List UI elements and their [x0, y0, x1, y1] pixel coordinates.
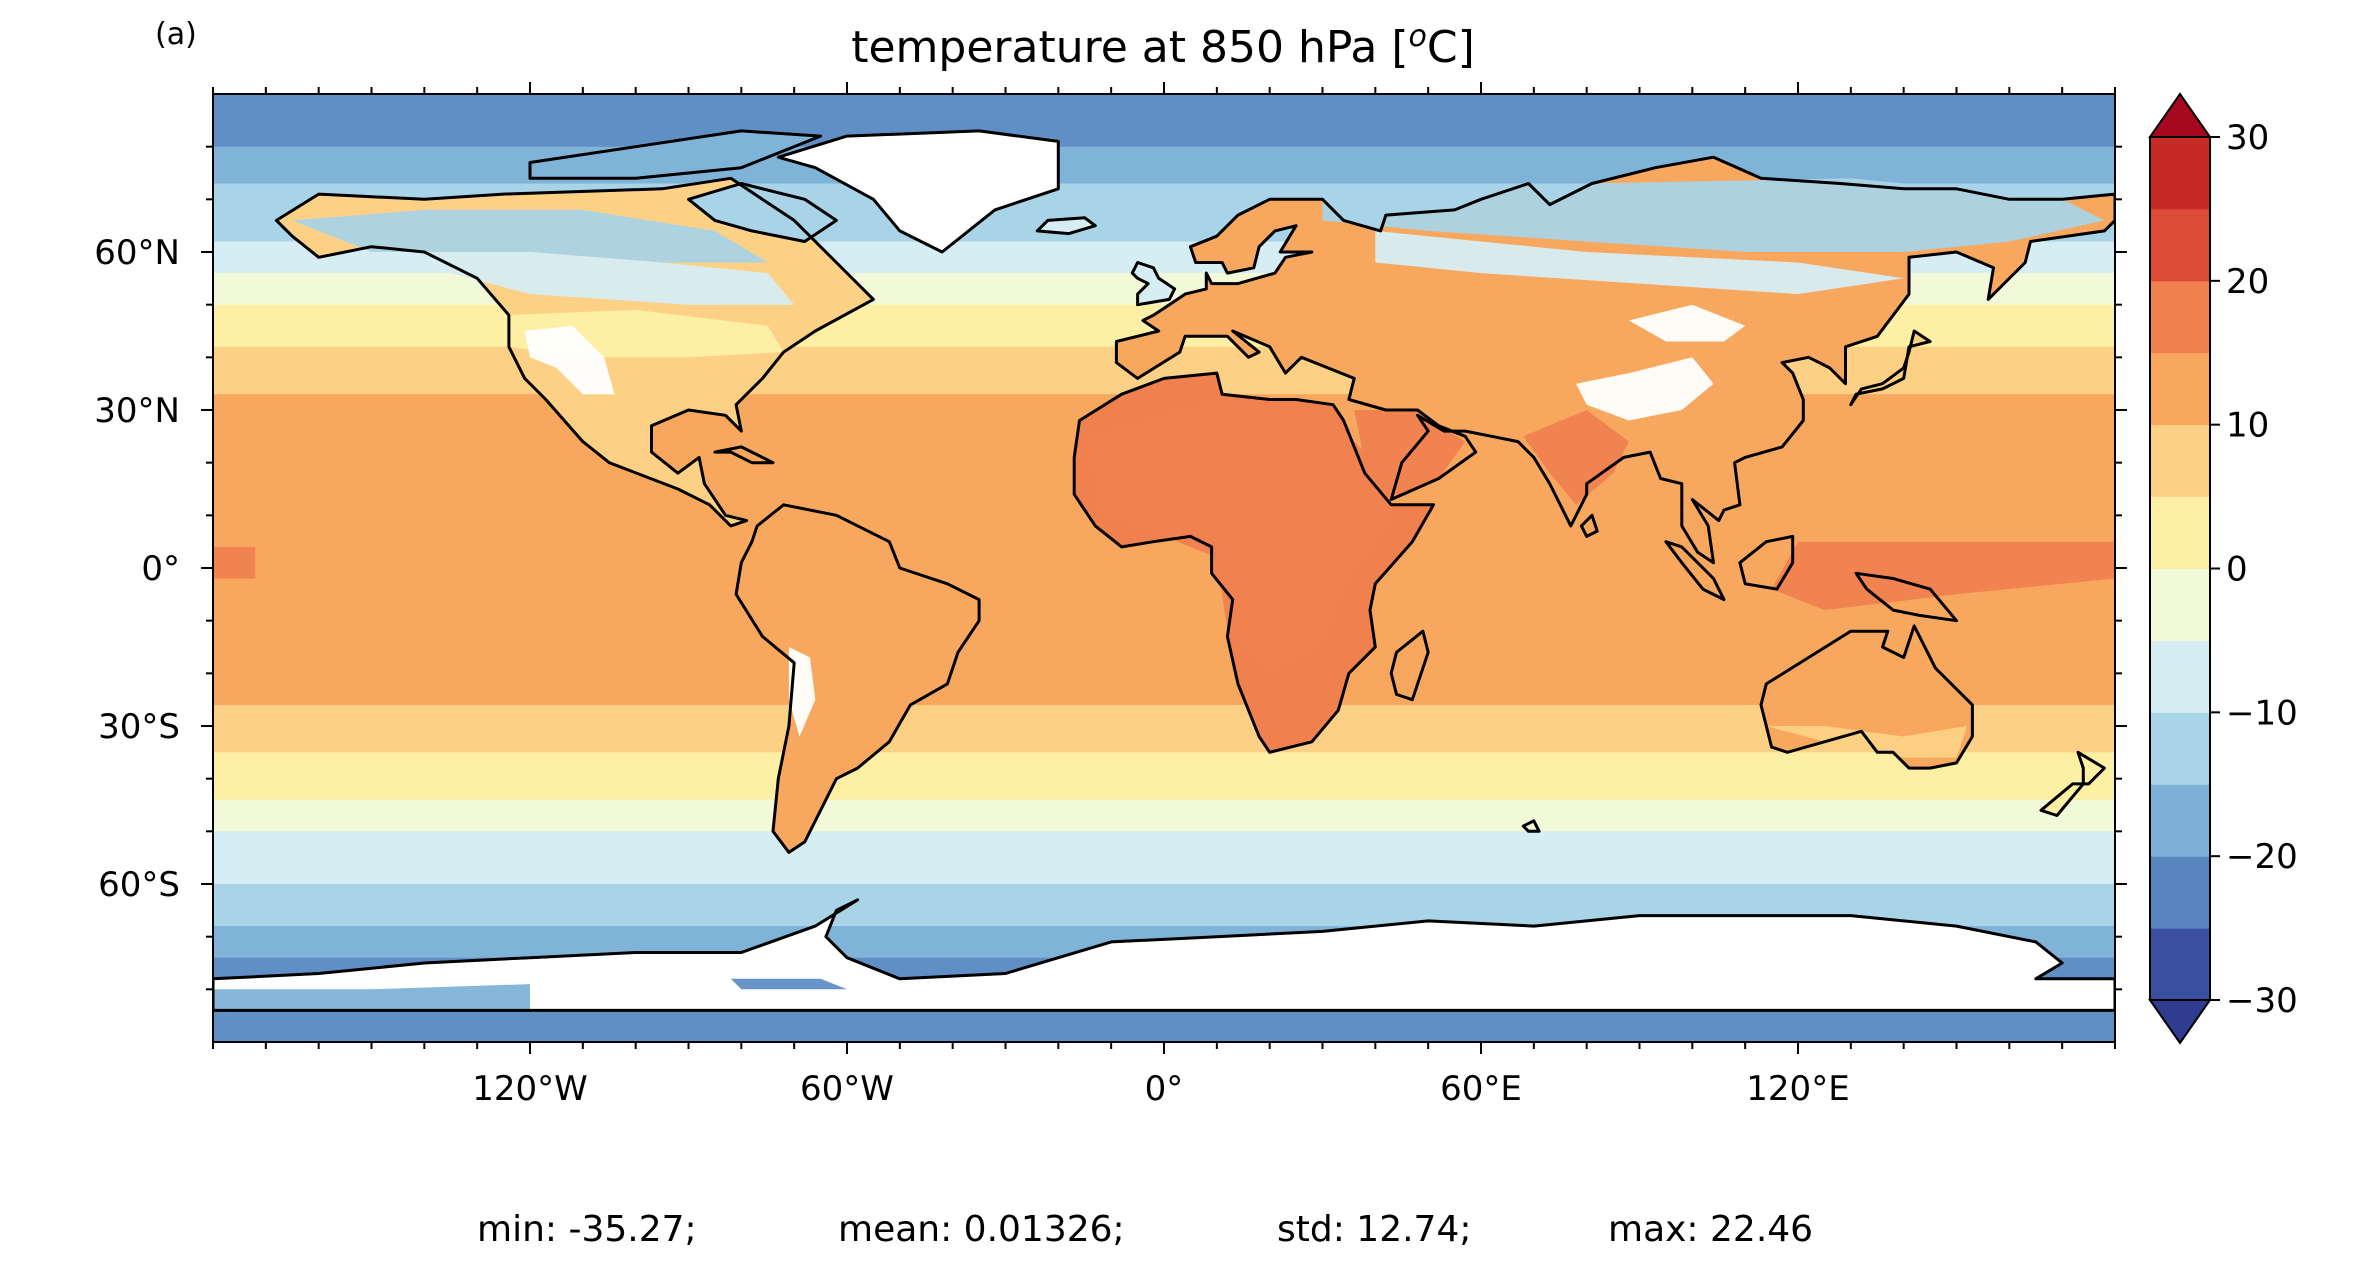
stat-mean: mean: 0.01326;	[838, 1209, 1125, 1250]
temperature-band	[213, 831, 2115, 885]
coastline-madagascar	[1389, 629, 1430, 702]
coastline-north-america	[274, 176, 875, 528]
chart-title-end: C]	[1427, 22, 1475, 73]
x-tick-label: 120°E	[1746, 1069, 1849, 1109]
coastline-britain	[1130, 261, 1177, 307]
colorbar-segment	[2150, 496, 2210, 569]
colorbar-tick-label: −30	[2226, 981, 2298, 1021]
temperature-patch-india-hot	[1523, 410, 1629, 505]
land-fill-madagascar	[1391, 631, 1429, 700]
coastlines	[213, 129, 2115, 1012]
coastline-new-zealand	[2039, 750, 2106, 817]
y-tick-label: 30°N	[94, 391, 180, 431]
x-tick-label: 0°	[1145, 1069, 1184, 1109]
y-axis: 60°N 30°N 0° 30°S 60°S	[94, 145, 2127, 991]
coastline-greenland	[776, 129, 1060, 254]
land-fill-south-america	[736, 504, 980, 853]
chart-title: temperature at 850 hPa [oC]	[851, 19, 1475, 73]
temperature-patch-australia-warm	[1766, 726, 1968, 758]
coastline-sri-lanka	[1579, 513, 1599, 538]
colorbar-tick-label: 0	[2226, 550, 2248, 590]
coastline-south-america	[734, 503, 981, 854]
colorbar-extend-high	[2148, 92, 2212, 138]
colorbar-segment	[2150, 424, 2210, 498]
colorbar-segment	[2150, 280, 2210, 354]
temperature-band	[213, 799, 2115, 832]
colorbar-tick-label: −10	[2226, 693, 2298, 733]
colorbar-tick-label: 30	[2226, 118, 2269, 158]
land-fill-japan	[1850, 331, 1931, 405]
coastline-africa	[1072, 371, 1435, 754]
coastline-iceland	[1035, 216, 1097, 236]
colorbar-segment	[2150, 208, 2210, 282]
x-axis: 120°W 60°W 0° 60°E 120°E	[212, 82, 2116, 1109]
colorbar-segment	[2150, 640, 2210, 713]
temperature-patch-antarctic-coldest	[730, 978, 847, 990]
land-fill-britain	[1132, 262, 1175, 305]
y-tick-label: 30°S	[98, 707, 180, 747]
coastline-eurasia	[1114, 155, 2115, 565]
y-tick-label: 0°	[141, 549, 180, 589]
stat-min: min: -35.27;	[477, 1209, 697, 1250]
temperature-patch-mongolia-nodata	[1628, 304, 1746, 342]
coastline-arctic-islands	[528, 129, 823, 180]
temperature-band	[213, 752, 2115, 801]
temperature-band	[213, 146, 2115, 185]
coastline-borneo	[1738, 534, 1795, 591]
land-fill-greenland	[778, 130, 1059, 252]
stat-std: std: 12.74;	[1277, 1209, 1471, 1250]
coastline-baffin-island	[687, 182, 838, 243]
coastline-japan	[1849, 329, 1932, 407]
colorbar-segment	[2150, 712, 2210, 785]
temperature-patch-andes-nodata	[788, 647, 816, 737]
colorbar-tick-label: 10	[2226, 406, 2269, 446]
coastline-sumatra	[1664, 540, 1726, 602]
chart-title-main: temperature at 850 hPa [	[851, 22, 1408, 73]
temperature-patch-tibet-nodata	[1576, 357, 1714, 421]
colorbar-segment	[2150, 928, 2210, 1001]
temperature-patch-rockies-nodata	[524, 325, 615, 395]
panel-label: (a)	[155, 17, 197, 52]
colorbar-segment	[2150, 856, 2210, 929]
y-tick-label: 60°N	[94, 233, 180, 273]
stat-max: max: 22.46	[1608, 1209, 1813, 1250]
temperature-patch-eq-pacific-hot	[213, 546, 256, 579]
land-fill-sumatra	[1665, 541, 1724, 600]
temperature-map	[213, 94, 2115, 1042]
coastline-new-guinea	[1854, 571, 1958, 623]
colorbar: 30 20 10 0 −10 −20 −30	[2148, 92, 2298, 1045]
land-fill-arctic-islands	[530, 130, 821, 179]
temperature-patch-antarctic-cold	[213, 984, 530, 1011]
x-tick-label: 60°W	[800, 1069, 894, 1109]
land-fill-eurasia	[1116, 157, 2115, 563]
colorbar-tick-label: 20	[2226, 262, 2269, 302]
coastline-cuba	[713, 445, 775, 465]
coastline-antarctica	[213, 898, 2115, 1012]
colorbar-segment	[2150, 784, 2210, 857]
chart-title-superscript: o	[1409, 19, 1427, 54]
colorbar-tick-label: −20	[2226, 837, 2298, 877]
y-tick-label: 60°S	[98, 865, 180, 905]
temperature-patch-warm-pool	[1771, 541, 2115, 611]
temperature-patch-sahara-hot	[1084, 399, 1397, 674]
colorbar-segment	[2150, 352, 2210, 426]
x-tick-label: 60°E	[1440, 1069, 1522, 1109]
colorbar-extend-low	[2148, 999, 2212, 1045]
colorbar-segment	[2150, 568, 2210, 641]
coastline-australia	[1759, 624, 1974, 770]
temperature-patch-canada-cool	[371, 252, 795, 305]
temperature-patch-siberia-cool	[1375, 230, 1904, 295]
temperature-patch-siberia-cold	[1322, 178, 2105, 252]
land-fill-antarctica	[213, 899, 2115, 1011]
temperature-band	[213, 94, 2115, 148]
coastline-madagascar-kerguelen	[1521, 819, 1541, 833]
x-tick-label: 120°W	[472, 1069, 588, 1109]
colorbar-segment	[2150, 137, 2210, 210]
